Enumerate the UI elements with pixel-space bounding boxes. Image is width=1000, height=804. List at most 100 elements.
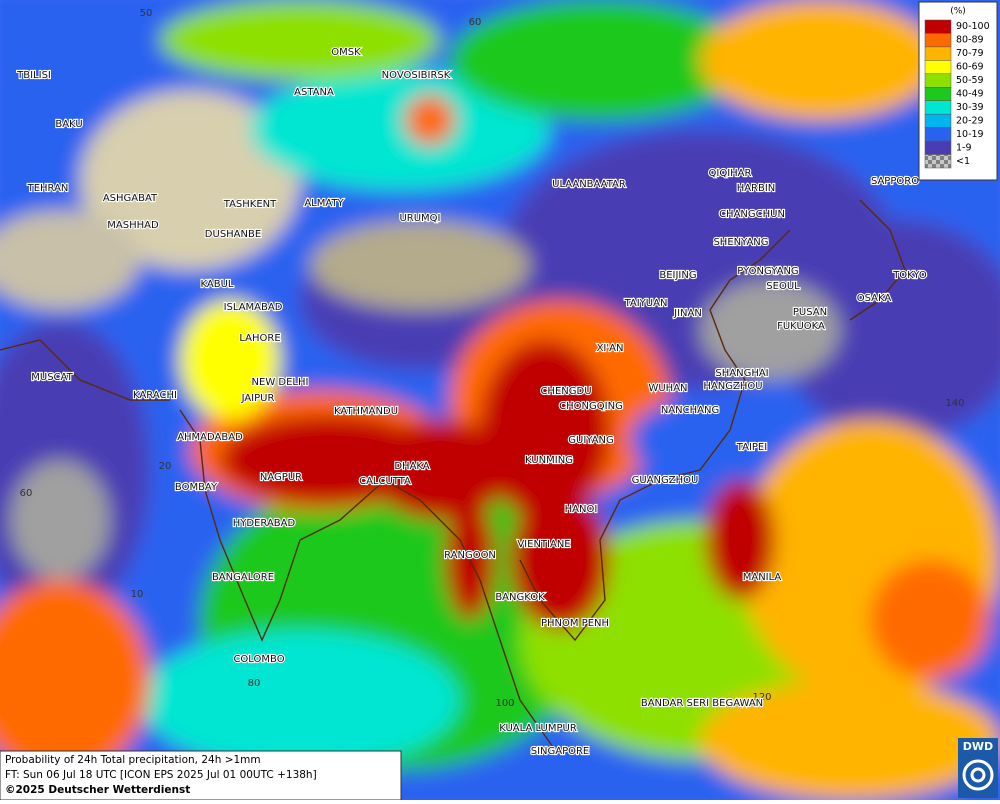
city-label: HANGZHOU [703,381,762,392]
legend: (%) 90-100 80-89 70-79 60-69 50-59 40-49 30-39… [918,1,998,181]
city-label: TEHRAN [27,183,69,194]
city-label: BAKU [55,119,82,130]
city-label: MASHHAD [107,220,159,231]
legend-swatch [924,154,952,169]
city-label: TAIYUAN [624,298,668,309]
legend-swatch [924,127,952,142]
city-label: PYONGYANG [737,266,798,277]
city-label: JAIPUR [241,393,275,404]
city-label: BOMBAY [175,482,218,493]
legend-label: 60-69 [956,62,984,73]
city-label: NEW DELHI [252,377,309,388]
city-label: ASTANA [294,87,334,98]
city-label: NANCHANG [661,405,719,416]
graticule-label: 100 [495,698,514,709]
legend-label: <1 [956,156,970,167]
city-label: KABUL [201,279,234,290]
city-label: HANOI [565,504,598,515]
city-label: KUNMING [525,455,573,466]
city-label: ISLAMABAD [224,302,283,313]
legend-label: 80-89 [956,35,984,46]
city-label: MUSCAT [31,372,73,383]
city-label: RANGOON [444,550,496,561]
city-label: BANDAR SERI BEGAWAN [641,698,763,709]
city-label: WUHAN [648,383,687,394]
legend-swatch [924,33,952,48]
city-label: SAPPORO [871,176,919,187]
city-label: CHANGCHUN [719,209,785,220]
legend-swatch [924,46,952,61]
city-label: DUSHANBE [205,229,261,240]
city-label: PUSAN [793,307,827,318]
city-label: FUKUOKA [777,321,825,332]
copyright-text: ©2025 Deutscher Wetterdienst [5,784,190,796]
city-label: LAHORE [239,333,280,344]
graticule-label: 140 [945,398,964,409]
city-label: CHENGDU [540,386,591,397]
legend-rows: 90-100 80-89 70-79 60-69 50-59 40-49 30-39 20-2… [924,19,990,169]
legend-unit: (%) [950,7,966,17]
city-label: XI'AN [597,343,624,354]
graticule-label: 60 [469,17,482,28]
city-label: COLOMBO [233,654,284,665]
city-label: OSAKA [857,293,892,304]
city-label: DHAKA [394,461,429,472]
legend-label: 40-49 [956,89,984,100]
legend-label: 90-100 [956,21,990,32]
legend-swatch [924,113,952,128]
logo-text: DWD [963,740,993,753]
city-label: JINAN [673,308,702,319]
city-label: TBILISI [16,70,51,81]
city-label: BANGALORE [212,572,274,583]
product-text: Probability of 24h Total precipitation, … [5,754,261,766]
city-label: SEOUL [766,281,800,292]
city-label: HARBIN [737,183,776,194]
city-label: BEIJING [659,270,696,281]
city-label: PHNOM PENH [541,618,609,629]
city-label: SHANGHAI [715,368,768,379]
city-label: GUIYANG [568,435,613,446]
legend-label: 10-19 [956,129,984,140]
city-label: OMSK [331,47,361,58]
city-label: KATHMANDU [334,406,398,417]
city-label: TAIPEI [736,442,767,453]
city-label: VIENTIANE [517,539,570,550]
logo: DWD [958,738,998,798]
city-label: KARACHI [133,390,177,401]
city-label: NAGPUR [260,472,302,483]
legend-label: 1-9 [956,142,972,153]
coastlines [0,199,906,751]
legend-swatch [924,100,952,115]
legend-swatch [924,19,952,34]
graticule-labels: 50 60 140 20 60 10 80 100 120 [20,8,965,709]
graticule-label: 80 [248,678,261,689]
logo-swirl [962,759,994,791]
city-label: KUALA LUMPUR [499,723,577,734]
city-label: ULAANBAATAR [552,179,626,190]
legend-swatch [924,60,952,75]
city-label: SHENYANG [713,237,768,248]
legend-label: 20-29 [956,115,984,126]
legend-label: 30-39 [956,102,984,113]
legend-swatch [924,140,952,155]
city-labels: OMSK NOVOSIBIRSK ASTANA TBILISI BAKU TEHRAN AS… [15,46,928,758]
city-label: NOVOSIBIRSK [382,70,451,81]
graticule-label: 50 [140,8,153,19]
footer: Probability of 24h Total precipitation, … [0,750,402,801]
legend-swatch [924,87,952,101]
legend-label: 50-59 [956,75,984,86]
city-label: TASHKENT [223,199,277,210]
city-label: ASHGABAT [103,193,158,204]
city-label: ALMATY [304,198,344,209]
city-label: MANILA [743,572,782,583]
graticule-label: 120 [752,692,771,703]
city-label: QIQIHAR [709,168,752,179]
city-label: SINGAPORE [531,746,590,757]
graticule-label: 10 [131,589,144,600]
logo-swirl [970,767,986,783]
graticule-label: 20 [159,461,172,472]
city-label: CHONGQING [559,401,623,412]
